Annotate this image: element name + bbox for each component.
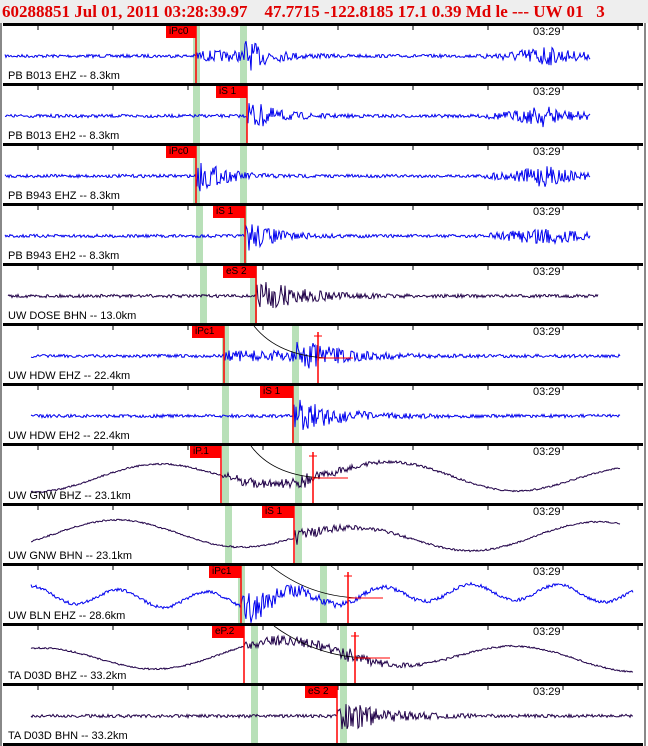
pick-window xyxy=(225,506,232,563)
station-label: UW GNW BHZ -- 23.1km xyxy=(8,490,131,502)
seismogram-panel[interactable]: iPc0 03:29 PB B943 EHZ -- 8.3km xyxy=(3,143,643,203)
station-label: UW HDW EHZ -- 22.4km xyxy=(8,370,131,382)
pick-label[interactable]: iS 1 xyxy=(213,206,245,218)
waveform-trace xyxy=(4,103,591,128)
station-label: PB B013 EH2 -- 8.3km xyxy=(8,130,120,142)
pick-label[interactable]: eP.2 xyxy=(212,626,244,638)
waveform-trace xyxy=(30,341,621,369)
time-label: 03:29 xyxy=(533,266,561,278)
pick-label[interactable]: iS 1 xyxy=(260,386,293,398)
pick-window xyxy=(222,446,229,503)
pick-label[interactable]: iS 1 xyxy=(216,86,247,98)
seismogram-panel[interactable]: iS 1 03:29 PB B013 EH2 -- 8.3km xyxy=(3,83,643,143)
pick-window xyxy=(295,446,302,503)
pick-window xyxy=(240,146,247,203)
pick-window xyxy=(250,266,257,323)
seismogram-panel[interactable]: eS 2 03:29 UW DOSE BHN -- 13.0km xyxy=(3,263,643,323)
time-label: 03:29 xyxy=(533,146,561,158)
station-label: UW HDW EH2 -- 22.4km xyxy=(8,430,130,442)
station-label: TA D03D BHN -- 33.2km xyxy=(8,730,128,742)
seismogram-panel[interactable]: eS 2 03:29 TA D03D BHN -- 33.2km xyxy=(3,683,643,743)
station-label: PB B943 EHZ -- 8.3km xyxy=(8,190,120,202)
time-label: 03:29 xyxy=(533,26,561,38)
waveform-trace xyxy=(30,399,621,430)
waveform-trace xyxy=(30,634,634,673)
pick-label[interactable]: iP.1 xyxy=(190,446,221,458)
waveform-trace xyxy=(7,282,599,309)
station-label: UW BLN EHZ -- 28.6km xyxy=(8,610,126,622)
pick-label[interactable]: eS 2 xyxy=(305,686,337,698)
pick-window xyxy=(340,686,347,743)
station-label: UW GNW BHN -- 23.1km xyxy=(8,550,133,562)
waveform-trace xyxy=(30,459,621,494)
station-label: PB B013 EHZ -- 8.3km xyxy=(8,70,120,82)
pick-window xyxy=(222,386,229,443)
pick-window xyxy=(196,206,203,263)
station-label: PB B943 EH2 -- 8.3km xyxy=(8,250,120,262)
pick-window xyxy=(292,326,299,383)
time-label: 03:29 xyxy=(533,326,561,338)
pick-window xyxy=(240,26,247,83)
station-label: UW DOSE BHN -- 13.0km xyxy=(8,310,137,322)
seismogram-panel[interactable]: eP.2 03:29 TA D03D BHZ -- 33.2km xyxy=(3,623,643,683)
seismogram-panel[interactable]: iS 1 03:29 PB B943 EH2 -- 8.3km xyxy=(3,203,643,263)
time-label: 03:29 xyxy=(533,446,561,458)
pick-window xyxy=(193,86,200,143)
time-label: 03:29 xyxy=(533,506,561,518)
waveform-trace xyxy=(30,704,634,730)
seismogram-panel[interactable]: iPc1 03:29 UW HDW EHZ -- 22.4km xyxy=(3,323,643,383)
pick-window xyxy=(240,86,247,143)
pick-label[interactable]: iS 1 xyxy=(262,506,294,518)
pick-label[interactable]: iPc0 xyxy=(166,146,196,158)
waveform-trace xyxy=(30,581,634,623)
waveform-trace xyxy=(4,224,591,251)
time-label: 03:29 xyxy=(533,86,561,98)
pick-window xyxy=(251,626,258,683)
theoretical-arrival-curve xyxy=(250,446,324,479)
time-label: 03:29 xyxy=(533,206,561,218)
time-label: 03:29 xyxy=(533,626,561,638)
seismogram-panel[interactable]: iPc1 03:29 UW BLN EHZ -- 28.6km xyxy=(3,563,643,623)
pick-window xyxy=(320,566,327,623)
waveform-trace xyxy=(4,162,591,192)
pick-label[interactable]: eS 2 xyxy=(223,266,256,278)
bottom-border xyxy=(3,743,643,746)
time-label: 03:29 xyxy=(533,566,561,578)
station-label: TA D03D BHZ -- 33.2km xyxy=(8,670,127,682)
seismogram-panel[interactable]: iP.1 03:29 UW GNW BHZ -- 23.1km xyxy=(3,443,643,503)
seismogram-panel[interactable]: iPc0 03:29 PB B013 EHZ -- 8.3km xyxy=(3,23,643,83)
waveform-trace xyxy=(4,41,591,71)
time-label: 03:29 xyxy=(533,686,561,698)
pick-label[interactable]: iPc1 xyxy=(192,326,224,338)
pick-label[interactable]: iPc0 xyxy=(166,26,196,38)
pick-label[interactable]: iPc1 xyxy=(209,566,241,578)
waveform-trace xyxy=(31,518,621,553)
seismogram-panel[interactable]: iS 1 03:29 UW GNW BHN -- 23.1km xyxy=(3,503,643,563)
time-label: 03:29 xyxy=(533,386,561,398)
event-header: 60288851 Jul 01, 2011 03:28:39.97 47.771… xyxy=(0,0,648,23)
seismogram-panel[interactable]: iS 1 03:29 UW HDW EH2 -- 22.4km xyxy=(3,383,643,443)
